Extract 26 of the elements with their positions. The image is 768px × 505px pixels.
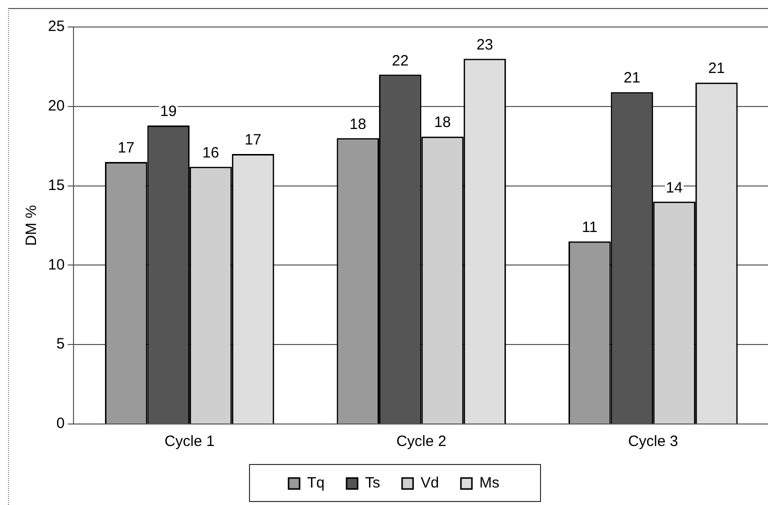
data-label: 17 [118,140,134,157]
y-axis-title: DM % [23,205,40,246]
data-label: 21 [624,70,640,87]
y-tick-label: 15 [48,176,65,194]
data-label: 23 [476,36,494,54]
y-tick-label: 10 [48,256,65,274]
legend-label: Ms [479,474,500,492]
data-label: 14 [666,179,683,196]
legend-label: Vd [420,474,439,492]
legend-label: Tq [307,474,325,492]
x-tick-label: Cycle 3 [628,433,678,450]
x-tick-label: Cycle 1 [164,433,215,450]
data-label: 19 [160,103,177,120]
data-label: 16 [202,144,220,162]
data-label: 11 [582,219,598,236]
data-label: 18 [434,114,451,132]
data-label: 21 [708,60,725,78]
data-label: 17 [244,132,262,149]
y-tick-label: 5 [56,336,65,353]
y-tick-label: 20 [48,98,65,115]
legend-label: Ts [365,474,380,492]
y-tick-label: 25 [48,18,65,36]
data-label: 18 [350,116,366,133]
data-label: 22 [392,52,409,70]
y-tick-label: 0 [56,415,65,432]
x-tick-label: Cycle 2 [396,433,446,450]
